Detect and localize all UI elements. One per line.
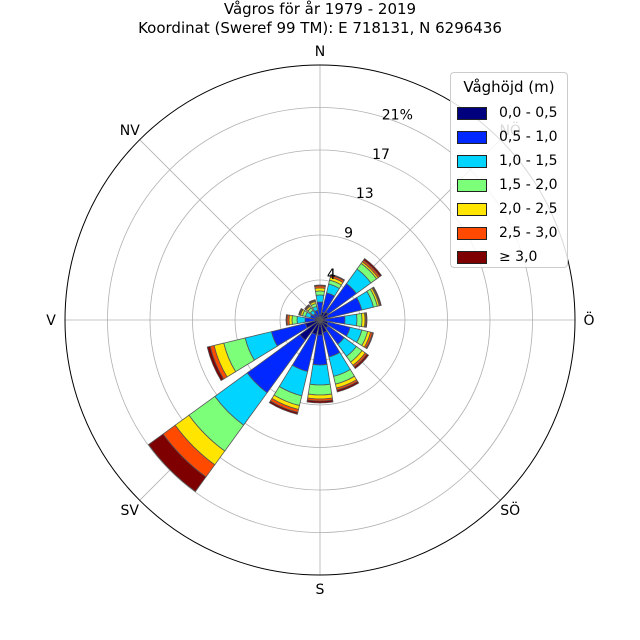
legend-label: 2,5 - 3,0 (499, 225, 558, 241)
grid-spoke (139, 139, 321, 321)
legend-label: 2,0 - 2,5 (499, 201, 558, 217)
legend-item: ≥ 3,0 (457, 249, 537, 265)
rose-bar-247.5-bin-6 (206, 345, 225, 382)
rose-bar-0-bin-3 (315, 290, 325, 296)
rose-bar-0-bin-2 (315, 294, 325, 303)
rose-bar-225-bin-6 (147, 433, 207, 493)
rose-bar-337.5-bin-6 (308, 299, 316, 304)
direction-label: Ö (583, 311, 594, 329)
legend-swatch (457, 250, 487, 264)
legend-label: 0,5 - 1,0 (499, 129, 558, 145)
rose-bar-157.5-bin-6 (336, 380, 360, 393)
rose-bar-90-bin-2 (344, 313, 358, 327)
legend-item: 0,5 - 1,0 (457, 129, 557, 145)
rose-bar-67.5-bin-6 (372, 286, 382, 307)
legend-item: 2,5 - 3,0 (457, 225, 557, 241)
rose-bar-0-bin-6 (314, 284, 326, 287)
legend-item: 0,0 - 0,5 (457, 105, 557, 121)
chart-title-line-2: Koordinat (Sweref 99 TM): E 718131, N 62… (138, 19, 502, 37)
rose-bar-180-bin-3 (307, 383, 333, 396)
direction-label: SÖ (500, 501, 520, 519)
rose-bar-270-bin-6 (285, 314, 288, 326)
rose-bar-135-bin-6 (353, 353, 370, 370)
legend-swatch (457, 154, 487, 168)
legend-swatch (457, 178, 487, 192)
rose-bar-202.5-bin-6 (268, 400, 299, 415)
radial-tick-label: 4 (327, 267, 336, 283)
legend-swatch (457, 202, 487, 216)
legend-item: 1,0 - 1,5 (457, 153, 557, 169)
legend-swatch (457, 106, 487, 120)
legend-label: 1,0 - 1,5 (499, 153, 558, 169)
radial-tick-label: 9 (344, 225, 353, 241)
radial-tick-label: 13 (356, 186, 374, 202)
legend-label: 1,5 - 2,0 (499, 177, 558, 193)
chart-title: Vågros för år 1979 - 2019 Koordinat (Swe… (0, 0, 640, 38)
rose-bar-22.5-bin-6 (330, 273, 346, 282)
legend-swatch (457, 130, 487, 144)
legend: Våghöjd (m) 0,0 - 0,5 0,5 - 1,0 1,0 - 1,5 1… (450, 72, 568, 268)
rose-bar-90-bin-6 (364, 312, 368, 328)
rose-bar-270-bin-2 (296, 315, 306, 325)
direction-label: NV (120, 123, 140, 139)
rose-bar-45-bin-6 (362, 257, 383, 278)
radial-tick-label: 17 (372, 147, 390, 163)
polar-frame (64, 64, 576, 576)
direction-label: V (46, 313, 56, 329)
rose-bar-315-bin-6 (304, 304, 310, 310)
chart-title-line-1: Vågros för år 1979 - 2019 (223, 0, 417, 18)
legend-label: ≥ 3,0 (499, 249, 538, 265)
legend-swatch (457, 226, 487, 240)
rose-bar-112.5-bin-6 (365, 332, 374, 350)
rose-bar-270-bin-3 (291, 315, 298, 325)
rose-bar-292.5-bin-6 (298, 307, 303, 316)
legend-title: Våghöjd (m) (463, 78, 555, 96)
legend-item: 1,5 - 2,0 (457, 177, 557, 193)
direction-label: N (315, 44, 325, 60)
legend-label: 0,0 - 0,5 (499, 105, 558, 121)
direction-label: SV (121, 503, 140, 519)
rose-bar-180-bin-2 (309, 363, 331, 386)
radial-tick-label: 21% (382, 108, 413, 124)
direction-label: S (316, 582, 325, 598)
rose-bar-180-bin-6 (306, 399, 334, 404)
rose-bar-90-bin-3 (356, 312, 363, 328)
legend-item: 2,0 - 2,5 (457, 201, 557, 217)
